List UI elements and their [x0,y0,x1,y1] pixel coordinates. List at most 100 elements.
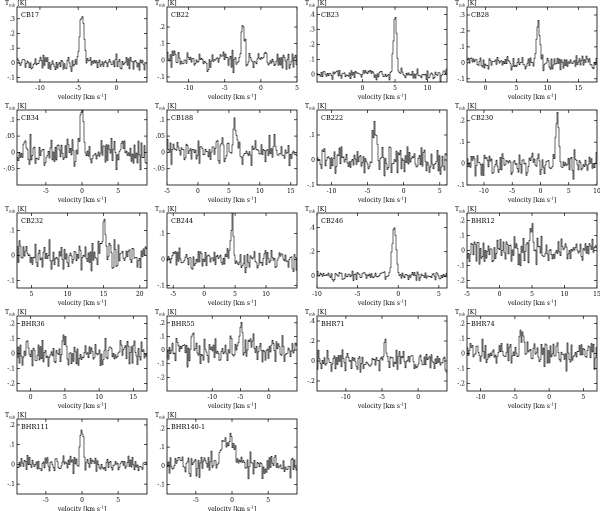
x-axis-label: velocity [km s-1] [357,402,406,411]
y-tick-label: 0 [11,461,15,468]
x-tick-label: 0 [484,85,488,92]
x-tick-label: 10 [95,394,103,401]
x-tick-label: -10 [341,394,351,401]
x-tick-label: 0 [202,291,206,298]
x-axis-label: velocity [km s-1] [57,299,106,308]
y-tick-label: 0 [161,57,165,64]
x-tick-label: -5 [379,394,385,401]
x-tick-label: 0 [259,85,263,92]
x-tick-label: 0 [80,188,84,195]
y-tick-label: .1 [9,336,15,343]
x-tick-label: 5 [227,188,231,195]
y-tick-label: -.1 [157,361,165,368]
x-tick-label: 10 [561,291,569,298]
y-tick-label: .1 [459,336,465,343]
source-name-label: CB222 [321,114,343,122]
y-tick-label: -.2 [157,374,165,381]
source-name-label: CB22 [171,11,189,19]
y-tick-label: 0 [461,248,465,255]
source-name-label: CB246 [321,217,343,225]
y-tick-label: -.1 [457,76,465,83]
x-tick-label: 5 [393,85,397,92]
y-tick-label: .1 [159,444,165,451]
source-name-label: BHR111 [21,423,49,431]
x-tick-label: -5 [222,85,228,92]
y-tick-label: -.1 [457,182,465,189]
x-tick-label: -5 [509,188,515,195]
spectrum-line-cb23 [317,17,447,82]
plot-frame [316,109,448,186]
x-tick-label: 5 [116,497,120,504]
y-tick-label: .1 [159,117,165,124]
y-tick-label: .1 [459,233,465,240]
y-axis-label: Tmb [K] [155,206,177,214]
y-axis-label: Tmb [K] [5,103,27,111]
x-tick-label: 5 [233,291,237,298]
source-name-label: BHR12 [471,217,495,225]
x-axis-label: velocity [km s-1] [207,402,256,411]
x-tick-label: 5 [63,394,67,401]
x-axis-label: velocity [km s-1] [57,402,106,411]
y-tick-label: .4 [309,225,315,232]
x-axis-label: velocity [km s-1] [207,299,256,308]
plot-frame [316,212,448,289]
y-tick-label: .2 [159,320,165,327]
spectrum-panel-cb222: -10 -5 0 5 -.1 0 .1 Tmb [K] velocity [km s-1] CB22… [305,103,448,205]
x-tick-label: 15 [100,291,108,298]
y-axis-label: Tmb [K] [305,0,327,8]
x-axis-label: velocity [km s-1] [57,505,106,511]
y-tick-label: 0 [461,351,465,358]
y-tick-label: -.1 [157,74,165,81]
x-tick-label: 20 [136,291,144,298]
y-tick-label: -.1 [307,182,315,189]
y-axis-label: Tmb [K] [155,412,177,420]
y-tick-label: -.05 [153,166,165,173]
x-tick-label: 10 [262,291,270,298]
y-tick-label: .2 [159,24,165,31]
y-tick-label: .2 [459,118,465,125]
y-tick-label: 0 [11,60,15,67]
x-tick-label: -5 [75,85,81,92]
spectrum-line-cb222 [317,121,447,177]
spectrum-panel-bhr36: 0 5 10 15 -.2 -.1 0 .1 .2 Tmb [K] velocity [km s-1]… [5,309,148,411]
x-tick-label: 5 [30,291,34,298]
x-tick-label: 0 [498,291,502,298]
spectrum-line-cb28 [467,20,597,72]
spectrum-line-cb17 [17,16,147,72]
x-tick-label: -5 [43,497,49,504]
x-tick-label: -10 [476,394,486,401]
x-tick-label: 5 [567,188,571,195]
source-name-label: BHR74 [471,320,495,328]
y-tick-label: .2 [309,338,315,345]
y-tick-label: .05 [155,133,165,140]
y-axis-label: Tmb [K] [5,206,27,214]
spectrum-panel-cb188: -5 0 5 10 15 -.05 0 .05 .1 Tmb [K] velocity [km s-1… [153,103,298,204]
y-tick-label: .2 [309,42,315,49]
x-tick-label: 0 [361,85,365,92]
y-tick-label: .1 [159,231,165,238]
x-tick-label: -10 [35,85,45,92]
x-axis-label: velocity [km s-1] [507,93,556,102]
y-tick-label: 0 [161,149,165,156]
x-tick-label: 0 [196,188,200,195]
spectrum-panel-bhr140-1: -5 0 5 -.1 0 .1 .2 Tmb [K] velocity [km s-1] BHR14… [155,412,298,511]
x-axis-label: velocity [km s-1] [357,196,406,205]
y-tick-label: 0 [161,257,165,264]
source-name-label: CB23 [321,11,339,19]
source-name-label: CB28 [471,11,489,19]
y-tick-label: 0 [311,273,315,280]
y-tick-label: -.05 [3,166,15,173]
x-tick-label: 0 [402,188,406,195]
y-tick-label: -.1 [457,263,465,270]
y-tick-label: -.1 [7,366,15,373]
y-tick-label: .1 [309,132,315,139]
x-tick-label: -5 [170,291,176,298]
y-tick-label: -.1 [457,366,465,373]
y-axis-label: Tmb [K] [305,309,327,317]
spectrum-line-cb246 [317,227,447,282]
y-axis-label: Tmb [K] [5,412,27,420]
y-axis-label: Tmb [K] [5,0,27,8]
x-tick-label: 5 [437,291,441,298]
x-tick-label: 10 [593,188,600,195]
